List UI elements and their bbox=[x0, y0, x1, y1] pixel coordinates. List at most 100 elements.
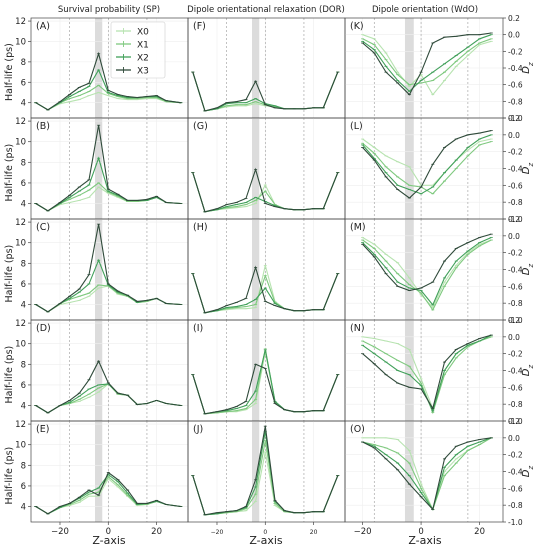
y-tick-label: 0.2 bbox=[508, 14, 520, 23]
y-tick-label: 8 bbox=[21, 461, 26, 471]
y-tick-label: 10 bbox=[15, 37, 26, 47]
series-group bbox=[191, 167, 340, 213]
series-line-x2 bbox=[362, 134, 492, 195]
y-tick-label: 0.0 bbox=[508, 333, 520, 342]
panel-e: (E) 4 6 8 10 12 Half-life (ps) −20 0 20 bbox=[4, 420, 189, 537]
series-group bbox=[34, 359, 183, 414]
panel-label: (M) bbox=[350, 222, 366, 233]
x-tick-label: 20 bbox=[151, 527, 162, 537]
series-group bbox=[361, 437, 493, 511]
y-tick-label: 4 bbox=[21, 301, 26, 311]
y-tick-label: 12 bbox=[15, 117, 26, 127]
legend-label-x1: X1 bbox=[137, 41, 149, 51]
series-line-x3 bbox=[362, 437, 492, 511]
x-axis-label-col2: Z-axis bbox=[249, 534, 283, 547]
y-tick-label: 12 bbox=[15, 17, 26, 27]
series-group bbox=[34, 51, 183, 111]
x-axis-label-col3: Z-axis bbox=[408, 534, 442, 547]
x-tick-label: 20 bbox=[474, 527, 485, 537]
series-line-x2 bbox=[362, 437, 492, 511]
series-line-x0 bbox=[362, 34, 492, 96]
y-tick-label: -0.4 bbox=[508, 165, 523, 174]
y-tick-label: -0.2 bbox=[508, 350, 523, 359]
panel-m: (M) -1.0 -0.8 -0.6 -0.4 -0.2 0.0 0.2 Dz bbox=[344, 215, 535, 325]
panel-c: (C) 4 6 8 10 12 Half-life (ps) bbox=[4, 218, 189, 321]
y-tick-label: -0.2 bbox=[508, 148, 523, 157]
y-axis-label: Half-life (ps) bbox=[4, 245, 15, 303]
legend: X0 X1 X2 X3 bbox=[110, 21, 166, 79]
panel-label: (N) bbox=[350, 323, 365, 334]
y-tick-label: -0.6 bbox=[508, 383, 523, 392]
y-tick-label: 12 bbox=[15, 420, 26, 430]
series-line-x3 bbox=[362, 233, 492, 292]
y-tick-label: 0.0 bbox=[508, 232, 520, 241]
y-tick-label: -0.4 bbox=[508, 266, 523, 275]
y-tick-label: -0.6 bbox=[508, 282, 523, 291]
y-tick-label: 6 bbox=[21, 482, 26, 492]
panel-i: (I) bbox=[187, 319, 346, 422]
y-tick-label: 4 bbox=[21, 503, 26, 513]
shaded-band bbox=[95, 118, 103, 219]
shaded-band bbox=[252, 18, 260, 118]
panel-k: (K) -1.0 -0.8 -0.6 -0.4 -0.2 0.0 0.2 Dz bbox=[344, 14, 535, 123]
panel-d: (D) 4 6 8 10 12 Half-life (ps) bbox=[4, 319, 189, 422]
panel-label: (H) bbox=[193, 222, 208, 233]
y-tick-label: 0.2 bbox=[508, 114, 520, 123]
panel-label: (K) bbox=[350, 21, 364, 32]
y-tick-label: -1.0 bbox=[508, 316, 523, 325]
panel-label: (D) bbox=[36, 323, 51, 334]
series-line-x1 bbox=[362, 336, 492, 415]
y-tick-label: -1.0 bbox=[508, 215, 523, 224]
y-axis-label: Half-life (ps) bbox=[4, 144, 15, 202]
y-tick-label: 0.2 bbox=[508, 215, 520, 224]
y-tick-label: -1.0 bbox=[508, 417, 523, 426]
y-tick-label: 0.0 bbox=[508, 434, 520, 443]
series-group bbox=[361, 334, 493, 415]
shaded-band bbox=[95, 18, 103, 118]
panel-label: (B) bbox=[36, 121, 50, 132]
series-line-x2 bbox=[362, 236, 492, 306]
panel-label: (E) bbox=[36, 424, 49, 435]
y-tick-label: -0.8 bbox=[508, 299, 523, 308]
x-tick-label: 0 bbox=[106, 527, 111, 537]
y-tick-label: 0.2 bbox=[508, 417, 520, 426]
series-group bbox=[34, 223, 183, 313]
series-group bbox=[34, 124, 183, 212]
x-tick-label: 0 bbox=[418, 527, 423, 537]
series-line-x1 bbox=[362, 239, 492, 311]
panel-frame bbox=[30, 420, 189, 523]
series-line-x0 bbox=[362, 138, 492, 186]
x-tick-label: 20 bbox=[310, 529, 318, 536]
panel-g: (G) bbox=[187, 117, 346, 220]
y-tick-label: -1.0 bbox=[508, 518, 523, 527]
y-tick-label: -0.6 bbox=[508, 81, 523, 90]
legend-box bbox=[110, 21, 166, 79]
y-tick-label: 8 bbox=[21, 158, 26, 168]
y-tick-label: -0.4 bbox=[508, 64, 523, 73]
panel-frame bbox=[30, 319, 189, 422]
y-tick-label: 0.0 bbox=[508, 31, 520, 40]
column-title-sp: Survival probability (SP) bbox=[58, 5, 160, 15]
column-title-wdo: Dipole orientation (WdO) bbox=[372, 5, 478, 15]
panel-h: (H) bbox=[187, 218, 346, 321]
series-group bbox=[191, 264, 340, 314]
series-group bbox=[191, 348, 340, 415]
y-tick-label: 4 bbox=[21, 200, 26, 210]
legend-label-x2: X2 bbox=[137, 54, 149, 64]
panel-label: (A) bbox=[36, 21, 50, 32]
y-axis-label-right: Dz bbox=[521, 364, 535, 376]
y-tick-label: 6 bbox=[21, 381, 26, 391]
x-tick-label: −20 bbox=[51, 527, 69, 537]
shaded-band bbox=[95, 421, 103, 522]
y-tick-label: 4 bbox=[21, 402, 26, 412]
y-tick-label: 6 bbox=[21, 280, 26, 290]
y-axis-label: Half-life (ps) bbox=[4, 346, 15, 404]
y-tick-label: -0.2 bbox=[508, 249, 523, 258]
y-tick-label: -0.2 bbox=[508, 451, 523, 460]
panel-frame bbox=[30, 218, 189, 321]
y-axis-label-right: Dz bbox=[521, 62, 535, 74]
column-title-dor: Dipole orientational relaxation (DOR) bbox=[187, 5, 345, 15]
panel-l: (L) -1.0 -0.8 -0.6 -0.4 -0.2 0.0 0.2 Dz bbox=[344, 114, 535, 224]
series-group bbox=[361, 32, 493, 96]
